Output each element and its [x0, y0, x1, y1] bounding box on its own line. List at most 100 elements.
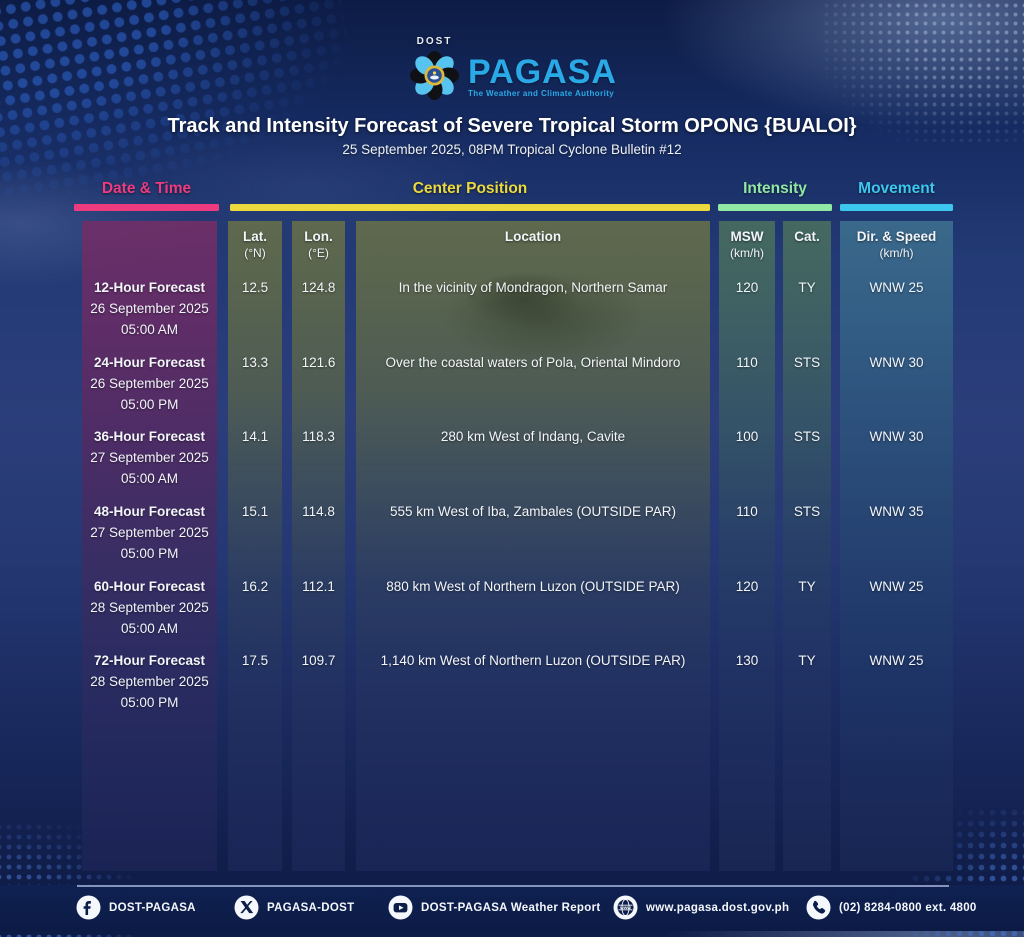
lon-value: 114.8 — [302, 504, 335, 520]
lat-value: 14.1 — [241, 429, 269, 445]
direction-speed-value: WNW 25 — [869, 280, 924, 295]
location-column: Location In the vicinity of Mondragon, N… — [356, 221, 710, 871]
column-group-intensity: Intensity — [743, 180, 807, 197]
pagasa-wordmark: PAGASA — [468, 52, 617, 91]
lat-value: 15.1 — [241, 504, 269, 520]
globe-icon: www — [613, 895, 638, 920]
forecast-date: 26 September 2025 — [90, 301, 209, 316]
footer-bar: DOST-PAGASA PAGASA-DOST DOST-PAGASA Weat… — [0, 885, 1024, 931]
lat-value: 13.3 — [241, 354, 269, 370]
col-header-lat: Lat. (°N) — [242, 229, 267, 260]
msw-value: 110 — [736, 504, 758, 520]
forecast-date: 26 September 2025 — [90, 375, 209, 391]
direction-speed-value: WNW 30 — [869, 354, 924, 370]
table-row-datetime: 48-Hour Forecast 27 September 2025 05:00… — [82, 493, 217, 568]
location-value: In the vicinity of Mondragon, Northern S… — [398, 280, 668, 295]
column-group-date-time: Date & Time — [101, 180, 192, 197]
location-value: 880 km West of Northern Luzon (OUTSIDE P… — [386, 578, 680, 594]
column-group-movement: Movement — [858, 180, 935, 197]
lat-value: 17.5 — [241, 653, 269, 669]
msw-value: 110 — [736, 354, 758, 370]
category-value: TY — [798, 280, 816, 295]
lon-value: 112.1 — [302, 578, 335, 594]
col-header-dir-speed: Dir. & Speed (km/h) — [856, 229, 937, 260]
msw-value: 130 — [735, 653, 759, 669]
footer-youtube: DOST-PAGASA Weather Report — [388, 895, 600, 920]
forecast-time: 05:00 AM — [120, 471, 179, 487]
svg-text:www: www — [619, 905, 631, 910]
location-value: 1,140 km West of Northern Luzon (OUTSIDE… — [380, 653, 686, 669]
forecast-table: Date & Time Center Position Intensity Mo… — [74, 180, 953, 871]
footer-website: www www.pagasa.dost.gov.ph — [613, 895, 789, 920]
dost-logo-block: DOST — [407, 36, 462, 103]
category-value: STS — [793, 429, 821, 445]
forecast-time: 05:00 AM — [120, 620, 179, 636]
longitude-column: Lon. (°E) 124.8 121.6 118.3 114.8 112.1 … — [292, 221, 345, 871]
date-time-header-spacer — [82, 221, 217, 269]
lat-value: 12.5 — [241, 280, 269, 295]
col-header-lon: Lon. (°E) — [304, 229, 333, 260]
pagasa-logo: DOST PAGASA The Weather and Climate Auth… — [0, 36, 1024, 103]
forecast-time: 05:00 PM — [120, 396, 179, 412]
table-row-datetime: 72-Hour Forecast 28 September 2025 05:00… — [82, 642, 217, 717]
forecast-date: 27 September 2025 — [90, 525, 209, 541]
table-row-datetime: 60-Hour Forecast 28 September 2025 05:00… — [82, 568, 217, 643]
table-row-datetime: 12-Hour Forecast 26 September 2025 05:00… — [82, 269, 217, 344]
direction-speed-value: WNW 25 — [869, 653, 924, 669]
date-time-column: 12-Hour Forecast 26 September 2025 05:00… — [82, 221, 217, 871]
forecast-date: 28 September 2025 — [90, 674, 209, 690]
msw-value: 120 — [735, 578, 759, 594]
col-header-cat: Cat. — [794, 229, 820, 244]
halftone-dots-top-left — [0, 0, 365, 208]
footer-facebook: DOST-PAGASA — [76, 895, 196, 920]
category-value: STS — [793, 504, 821, 520]
location-value: 280 km West of Indang, Cavite — [440, 429, 626, 445]
lon-value: 121.6 — [301, 354, 336, 370]
x-icon — [234, 895, 259, 920]
column-group-center-position: Center Position — [412, 180, 528, 197]
youtube-icon — [388, 895, 413, 920]
category-value: STS — [793, 354, 821, 370]
x-handle: PAGASA-DOST — [267, 901, 355, 914]
table-row-datetime: 24-Hour Forecast 26 September 2025 05:00… — [82, 344, 217, 419]
center-position-underline-bar — [230, 204, 710, 211]
intensity-underline-bar — [718, 204, 832, 211]
col-header-msw: MSW (km/h) — [730, 229, 764, 260]
msw-value: 100 — [735, 429, 759, 445]
lon-value: 118.3 — [302, 429, 335, 445]
forecast-label: 24-Hour Forecast — [93, 354, 206, 370]
bulletin-title: Track and Intensity Forecast of Severe T… — [167, 115, 857, 137]
phone-number: (02) 8284-0800 ext. 4800 — [839, 901, 977, 914]
category-value: TY — [798, 578, 816, 594]
direction-speed-value: WNW 30 — [869, 429, 924, 445]
movement-underline-bar — [840, 204, 953, 211]
category-column: Cat. TY STS STS STS TY TY — [783, 221, 831, 871]
forecast-time: 05:00 PM — [120, 695, 179, 711]
forecast-label: 72-Hour Forecast — [93, 653, 206, 669]
forecast-label: 48-Hour Forecast — [93, 504, 206, 520]
lon-value: 124.8 — [301, 280, 336, 295]
facebook-icon — [76, 895, 101, 920]
website-url: www.pagasa.dost.gov.ph — [646, 901, 790, 914]
phone-icon — [806, 895, 831, 920]
forecast-date: 28 September 2025 — [90, 599, 209, 615]
footer-phone: (02) 8284-0800 ext. 4800 — [806, 895, 977, 920]
forecast-label: 60-Hour Forecast — [93, 578, 206, 594]
location-value: Over the coastal waters of Pola, Orienta… — [385, 354, 681, 370]
location-value: 555 km West of Iba, Zambales (OUTSIDE PA… — [389, 504, 677, 520]
col-header-location: Location — [504, 229, 562, 244]
date-time-underline-bar — [74, 204, 219, 211]
footer-divider-line — [77, 885, 949, 887]
forecast-label: 36-Hour Forecast — [93, 429, 206, 445]
direction-speed-column: Dir. & Speed (km/h) WNW 25 WNW 30 WNW 30… — [840, 221, 953, 871]
forecast-label: 12-Hour Forecast — [93, 280, 206, 295]
facebook-handle: DOST-PAGASA — [109, 901, 196, 914]
forecast-time: 05:00 PM — [120, 546, 179, 562]
lat-value: 16.2 — [241, 578, 269, 594]
footer-x-twitter: PAGASA-DOST — [234, 895, 354, 920]
youtube-handle: DOST-PAGASA Weather Report — [421, 901, 601, 914]
category-value: TY — [798, 653, 816, 669]
table-row-datetime: 36-Hour Forecast 27 September 2025 05:00… — [82, 418, 217, 493]
pagasa-tagline: The Weather and Climate Authority — [468, 88, 615, 98]
forecast-time: 05:00 AM — [120, 322, 179, 337]
